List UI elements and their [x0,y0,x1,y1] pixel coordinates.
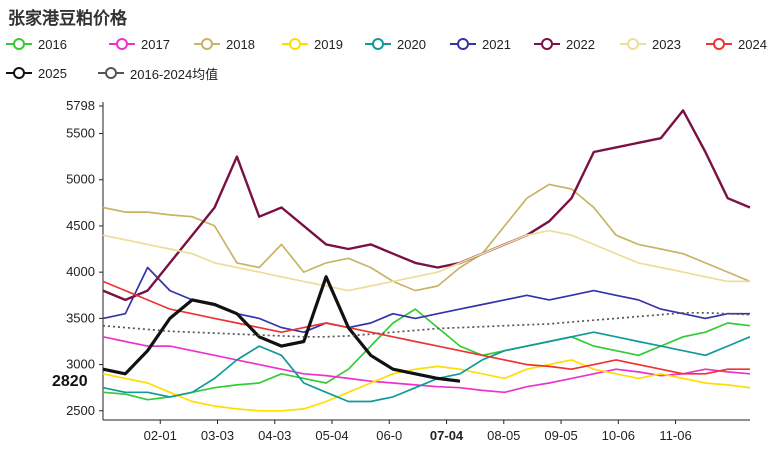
y-tick-label: 3000 [66,357,95,372]
legend-item[interactable]: 2016 [6,36,67,52]
legend-label: 2016-2024均值 [130,66,219,82]
legend-swatch [706,38,732,50]
legend-item[interactable]: 2019 [282,36,343,52]
x-tick-label: 03-03 [201,428,234,443]
series-line-2022 [102,109,751,302]
x-tick-label: 02-01 [144,428,177,443]
legend-swatch [620,38,646,50]
legend-item[interactable]: 2020 [365,36,426,52]
legend-label: 2017 [141,36,170,52]
y-tick-label: 5500 [66,126,95,141]
series-line-2023 [102,229,750,292]
legend-label: 2021 [482,36,511,52]
legend-item[interactable]: 2024 [706,36,767,52]
series-line-2020 [102,331,751,403]
legend-swatch [194,38,220,50]
x-tick-label: 05-04 [315,428,348,443]
x-tick-label: 08-05 [487,428,520,443]
legend-swatch [534,38,560,50]
x-tick-label: 06-0 [376,428,402,443]
legend-item[interactable]: 2018 [194,36,255,52]
legend-item[interactable]: 2021 [450,36,511,52]
legend-swatch [109,38,135,50]
legend-label: 2023 [652,36,681,52]
y-tick-label: 5000 [66,172,95,187]
x-tick-label: 07-04 [430,428,464,443]
legend-item[interactable]: 2023 [620,36,681,52]
x-tick-label: 11-06 [659,428,691,443]
legend-label: 2025 [38,65,67,81]
series-line-2018 [102,183,751,292]
legend-swatch [6,67,32,79]
legend-label: 2019 [314,36,343,52]
series-line-2017 [102,335,751,394]
legend-item[interactable]: 2016-2024均值 [98,65,219,82]
series-line-2019 [102,359,751,412]
y-tick-label: 4500 [66,218,95,233]
legend-label: 2018 [226,36,255,52]
legend-label: 2024 [738,36,767,52]
legend-item[interactable]: 2025 [6,65,67,81]
legend-label: 2020 [397,36,426,52]
series-line-2025 [102,275,461,383]
y-tick-label: 5798 [66,98,95,113]
y-tick-label: 3500 [66,310,95,325]
legend-swatch [282,38,308,50]
chart-title: 张家港豆粕价格 [8,9,127,29]
x-tick-label: 10-06 [602,428,635,443]
x-tick-label: 04-03 [258,428,291,443]
legend-item[interactable]: 2017 [109,36,170,52]
series-line-2016-2024均值 [102,311,751,338]
series-line-2024 [102,280,750,375]
current-value-label: 2820 [52,373,88,390]
legend-swatch [365,38,391,50]
legend-label: 2016 [38,36,67,52]
legend-swatch [450,38,476,50]
series-line-2021 [102,266,750,334]
y-tick-label: 4000 [66,264,95,279]
x-tick-label: 09-05 [544,428,577,443]
legend-label: 2022 [566,36,595,52]
legend-swatch [98,67,124,79]
legend-swatch [6,38,32,50]
y-tick-label: 2500 [66,403,95,418]
series-line-2016 [102,308,751,401]
legend-item[interactable]: 2022 [534,36,595,52]
